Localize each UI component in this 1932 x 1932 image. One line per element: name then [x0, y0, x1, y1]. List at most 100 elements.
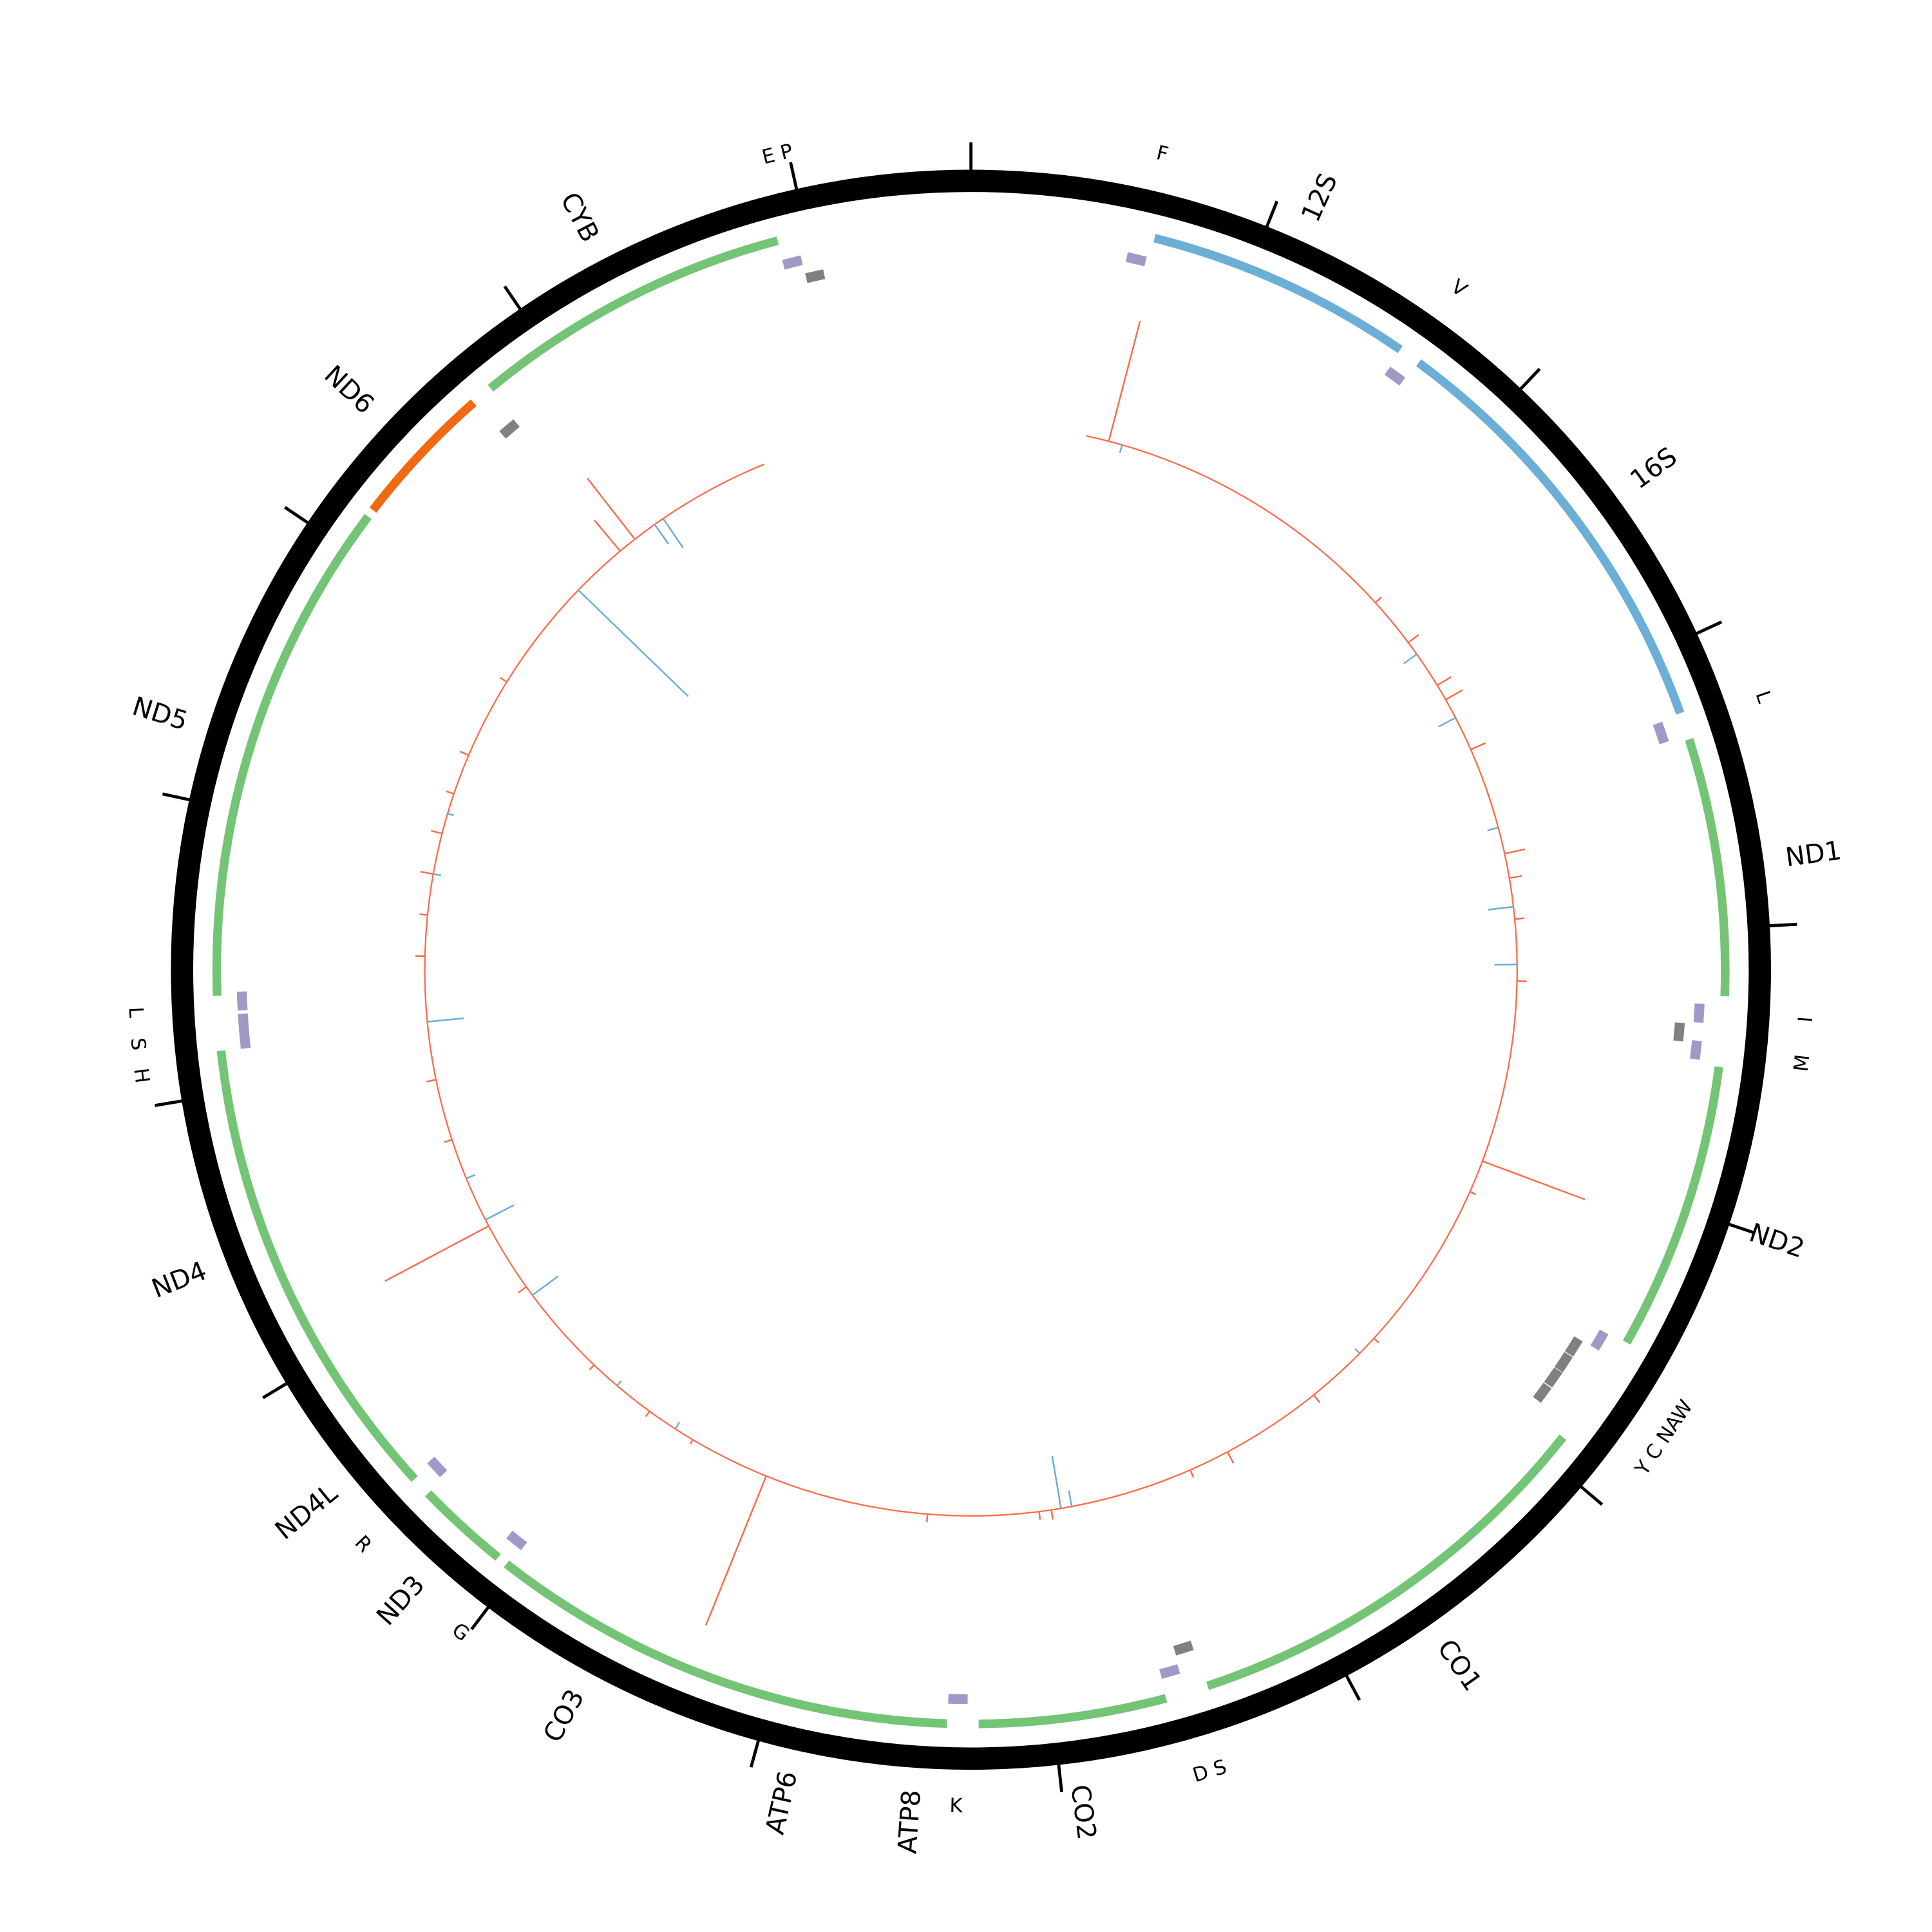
signal-spike-negative [662, 518, 684, 549]
signal-spike-positive [1445, 689, 1463, 701]
position-tick [162, 792, 191, 802]
gene-label: ND1 [1784, 835, 1844, 873]
signal-spike-negative [447, 813, 454, 817]
position-tick [1345, 1674, 1361, 1701]
trna-label: D S [1190, 1755, 1229, 1787]
trna-label: L [1750, 688, 1776, 706]
signal-spike-positive [499, 677, 507, 683]
signal-spike-positive [444, 1139, 453, 1143]
signal-spike-negative [466, 1174, 476, 1180]
signal-spike-positive [689, 1439, 694, 1444]
gene-label: ND3 [370, 1569, 430, 1631]
trna-block-w [1590, 1329, 1609, 1351]
signal-spike-negative [1051, 1455, 1062, 1509]
gene-label: ND4L [269, 1477, 343, 1546]
signal-spike-positive [594, 519, 621, 552]
signal-spike-negative [433, 873, 442, 876]
position-tick [470, 1605, 490, 1631]
signal-spike-positive [1374, 596, 1382, 603]
trna-block-v [1384, 366, 1406, 386]
trna-block-i [1693, 1003, 1705, 1023]
signal-spike-negative [427, 1017, 464, 1023]
signal-spike-positive [1312, 1394, 1321, 1403]
signal-spike-positive [384, 1225, 489, 1282]
gene-arc-cyb [488, 236, 779, 392]
trna-label: M [1790, 1053, 1815, 1072]
trna-label: F [1154, 141, 1170, 166]
trna-track [236, 252, 1705, 1705]
signal-track [384, 321, 1586, 1626]
gene-arc-nd1 [1685, 738, 1730, 997]
position-tick [284, 506, 310, 525]
gene-label: ND6 [318, 359, 380, 420]
position-tick [1579, 1484, 1604, 1506]
signal-spike-positive [1504, 848, 1526, 855]
gene-arc-atp6 [711, 1674, 893, 1725]
signal-spike-positive [589, 1364, 595, 1370]
signal-spike-positive [1050, 1510, 1054, 1520]
signal-spike-positive [1038, 1511, 1041, 1520]
trna-block-l [1653, 721, 1669, 744]
signal-spike-negative [616, 1380, 622, 1387]
signal-spike-positive [587, 477, 636, 540]
trna-block-p [805, 269, 826, 283]
trna-label: R [350, 1531, 377, 1557]
signal-spike-positive [645, 1410, 650, 1417]
signal-spike-positive [1407, 634, 1419, 643]
trna-label: I [1794, 1016, 1817, 1023]
position-tick [155, 1099, 184, 1107]
trna-block-l [236, 991, 248, 1011]
signal-spike-positive [426, 1079, 437, 1083]
position-tick [1057, 1763, 1063, 1792]
position-tick [1265, 200, 1279, 229]
signal-spike-positive [1373, 1338, 1379, 1343]
position-tick [1768, 922, 1797, 928]
gene-label: CO1 [1432, 1634, 1488, 1696]
gene-arc-atp8 [888, 1715, 947, 1728]
gene-label: ND4 [147, 1255, 211, 1304]
gene-label: ATP6 [760, 1768, 804, 1837]
trna-block-h [239, 1029, 251, 1049]
gene-arc-16s [1416, 359, 1685, 715]
trna-label: G [448, 1618, 474, 1646]
trna-block-e [499, 419, 520, 439]
gene-arc-nd4l [358, 1412, 418, 1482]
signal-spike-positive [1482, 1160, 1586, 1200]
trna-block-a [1564, 1336, 1583, 1357]
trna-label: L [124, 1007, 147, 1019]
signal-spike-negative [674, 1421, 681, 1430]
trna-block-d [1159, 1664, 1180, 1679]
genome-ring-layer [171, 169, 1771, 1770]
gene-arc-nd4 [216, 1050, 366, 1417]
gene-label: CO3 [537, 1684, 590, 1747]
signal-spike-positive [518, 1286, 527, 1293]
trna-label: K [949, 1794, 963, 1817]
signal-spike-negative [578, 589, 689, 697]
signal-spike-positive [431, 829, 442, 835]
gene-label: CO2 [1065, 1783, 1102, 1841]
signal-spike-positive [1509, 875, 1522, 879]
gene-label: ATP8 [892, 1789, 927, 1855]
trna-block-g [506, 1530, 527, 1551]
position-tick [1519, 368, 1541, 391]
trna-label: V [1446, 275, 1471, 302]
signal-spike-negative [1068, 1490, 1073, 1507]
trna-block-f [1125, 252, 1147, 267]
gene-arc-co2 [978, 1694, 1168, 1728]
trna-block-r [427, 1456, 448, 1477]
signal-spike-positive [705, 1475, 767, 1626]
signal-spike-negative [1403, 653, 1417, 665]
signal-spike-negative [1487, 826, 1499, 831]
signal-spike-positive [1515, 917, 1525, 920]
signal-spike-positive [1437, 676, 1452, 687]
gene-arc-nd6 [369, 399, 477, 513]
feature-labels: 12S 16S ND1 ND2 CO1 CO2 ATP8 ATP6 CO3 ND3 ND4L ND4 N… [124, 139, 1843, 1855]
trna-label: Y C NAW [1630, 1396, 1698, 1480]
signal-baseline [424, 435, 1518, 1517]
signal-spike-positive [459, 750, 469, 756]
signal-spike-negative [1354, 1348, 1361, 1354]
signal-spike-positive [446, 790, 455, 795]
signal-spike-positive [420, 871, 433, 875]
position-ticks [155, 142, 1797, 1792]
position-tick [749, 1739, 761, 1768]
